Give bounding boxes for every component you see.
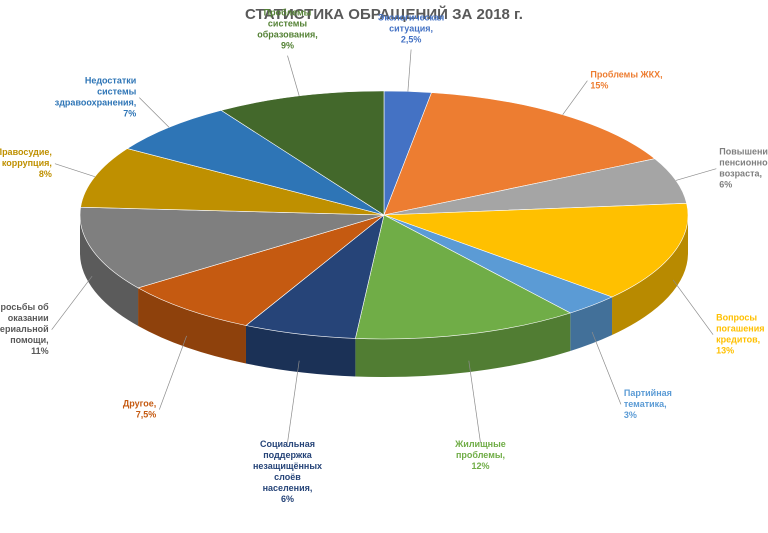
pie-slice-8 [79, 206, 385, 289]
leader-line-3 [672, 279, 714, 335]
leader-line-0 [407, 49, 412, 92]
leader-line-8 [51, 275, 93, 330]
chart-title: СТАТИСТИКА ОБРАЩЕНИЙ ЗА 2018 г. [245, 6, 523, 23]
pie-slice-side-6 [245, 325, 356, 377]
slice-label-8: Просьбы обоказанииматериальнойпомощи,11% [0, 302, 49, 356]
slice-label-9: Правосудие, коррупция, 8% [0, 147, 52, 179]
pie-slice-7 [137, 214, 385, 326]
leader-line-1 [562, 80, 588, 115]
pie-slice-side-5 [355, 312, 571, 377]
pie-slice-side-7 [138, 287, 246, 364]
slice-label-5: Жилищные проблемы, 12% [454, 439, 506, 471]
slice-label-4: Партийная тематика, 3% [624, 388, 672, 420]
slice-label-6: Социальная поддержка незащищённых слоёв насе… [253, 439, 322, 504]
leader-line-5 [468, 360, 481, 443]
pie-slice-side-3 [612, 215, 688, 336]
leader-line-4 [591, 331, 622, 405]
leader-line-9 [54, 163, 96, 178]
leader-line-2 [675, 168, 717, 181]
leader-line-6 [287, 360, 300, 443]
pie-slice-9 [80, 148, 385, 216]
leader-line-10 [139, 97, 170, 128]
slice-label-10: Недостатки системы здравоохранения, 7% [55, 76, 137, 119]
pie-slice-3 [383, 203, 689, 298]
pie-slice-5 [355, 214, 572, 340]
slice-label-1: Проблемы ЖКХ, 15% [590, 70, 662, 91]
slice-label-2: Повышениепенсионноговозраста,6% [719, 147, 768, 190]
slice-label-3: Вопросы погашения кредитов, 13% [716, 313, 764, 356]
leader-line-7 [158, 335, 187, 410]
pie-slice-11 [220, 90, 385, 216]
slice-label-0: Экологическая ситуация, 2,5% [378, 13, 444, 45]
leader-line-11 [287, 55, 300, 96]
slice-label-7: Другое, 7,5% [123, 399, 156, 420]
slice-label-11: Проблемы системы образования, 9% [257, 8, 318, 51]
pie-slice-side-4 [570, 297, 613, 351]
pie-slice-side-8 [80, 215, 139, 326]
pie-slice-10 [126, 109, 385, 216]
